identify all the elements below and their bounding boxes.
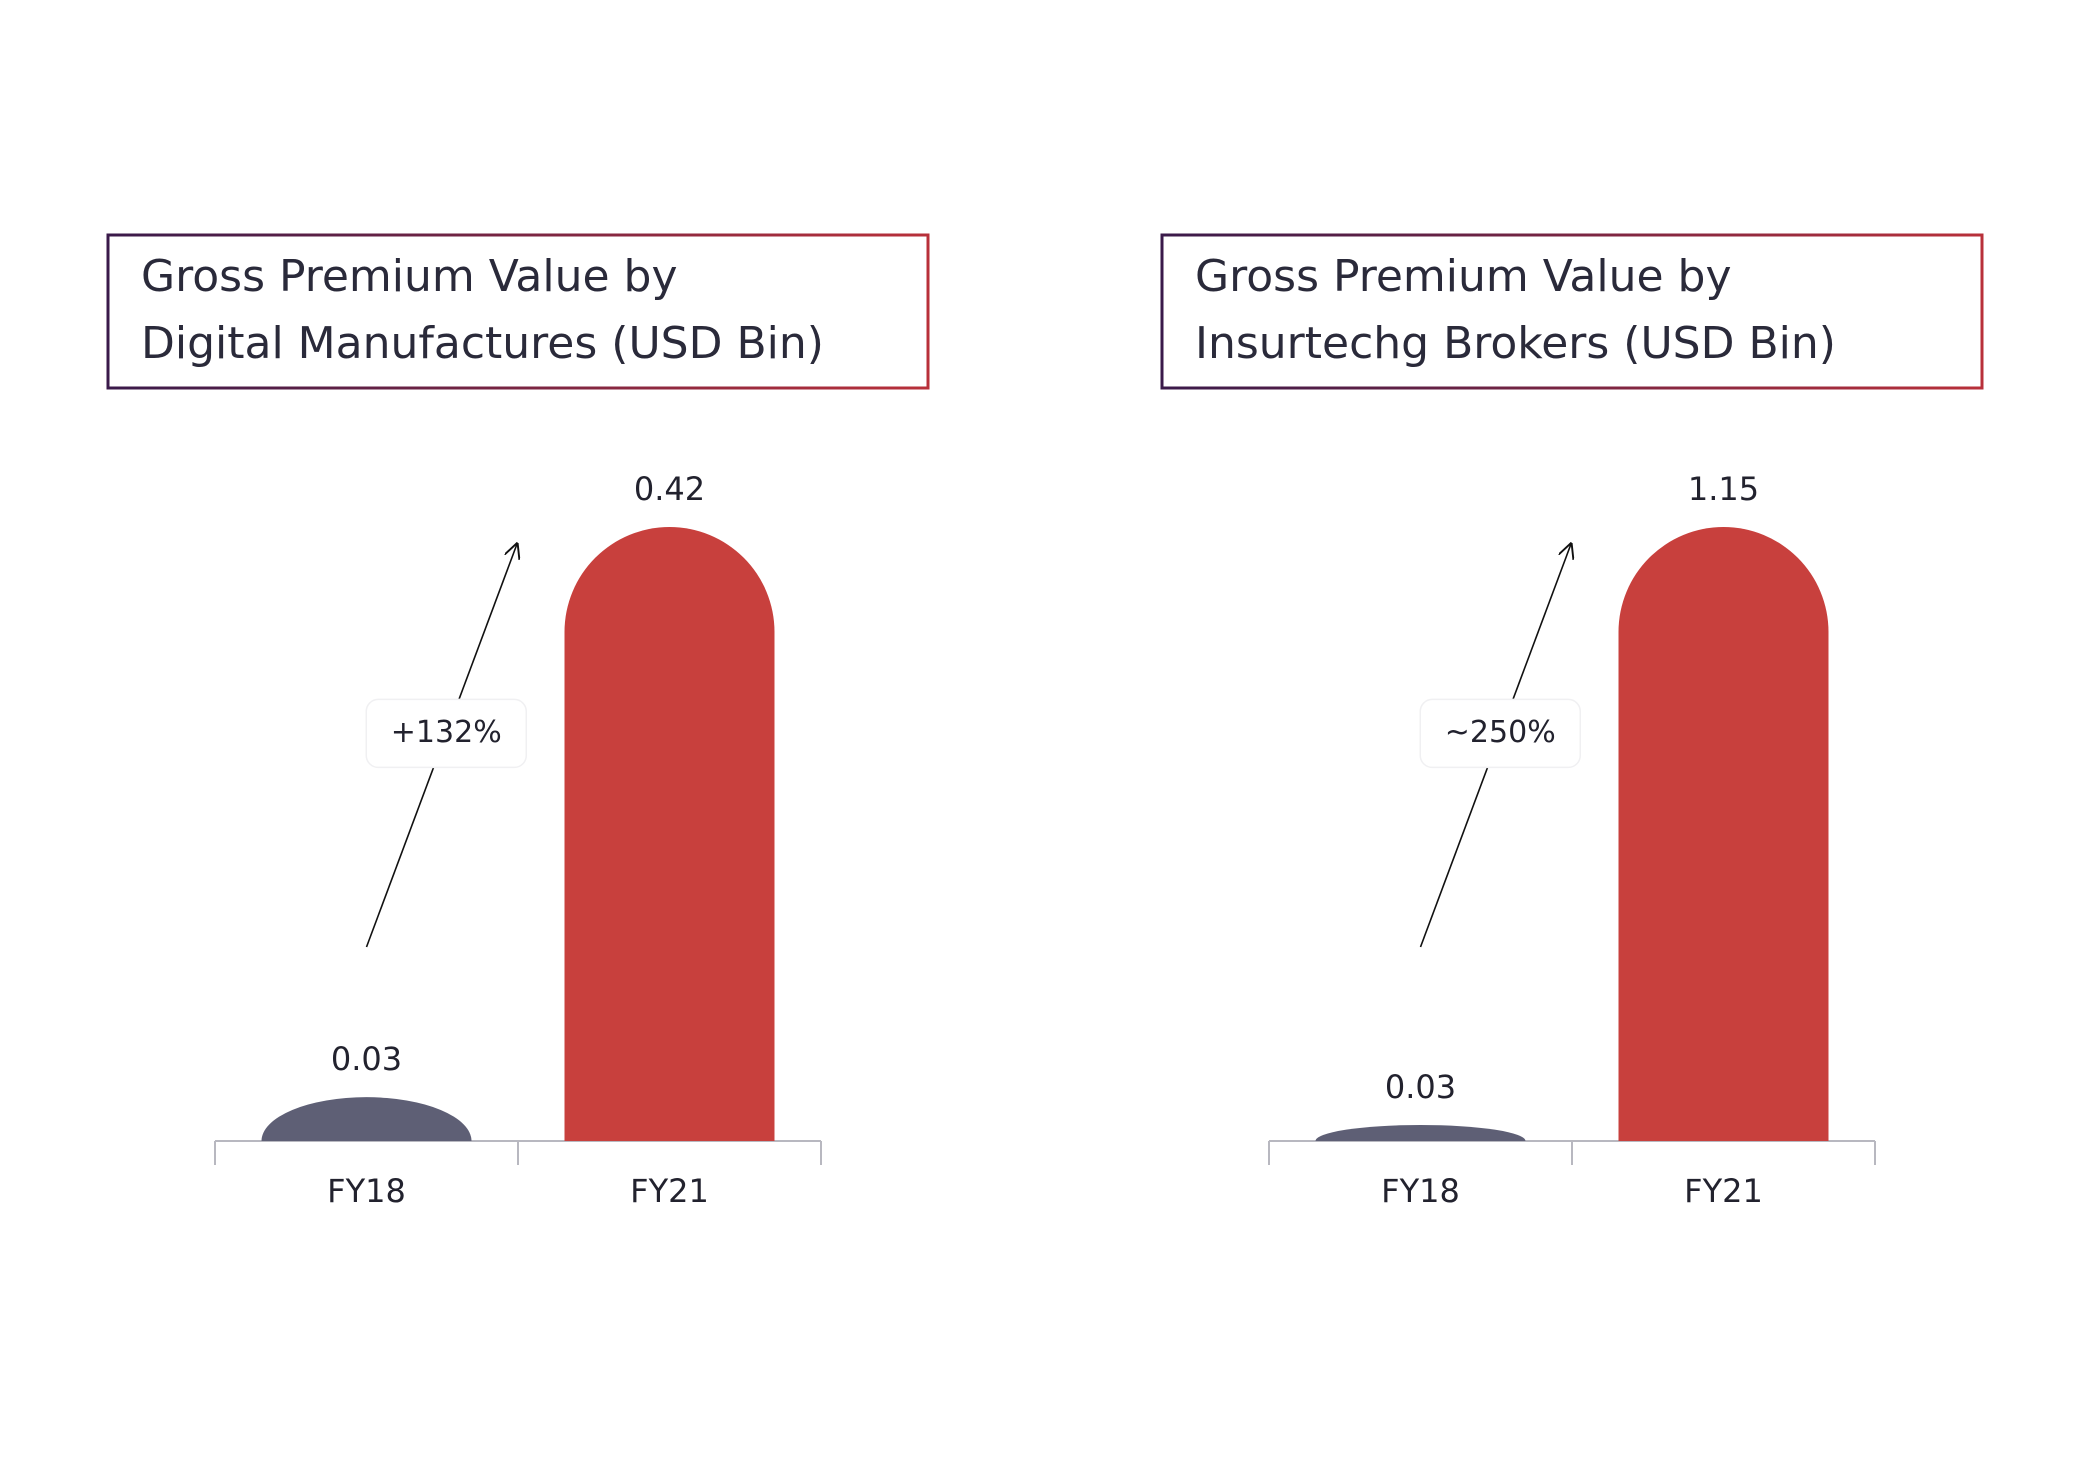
- value-label: 0.03: [1385, 1068, 1456, 1106]
- chart: Gross Premium Value by Insurtechg Brokers…: [1160, 233, 1984, 1210]
- x-tick-label: FY21: [1684, 1172, 1763, 1210]
- chart-title: Insurtechg Brokers (USD Bin): [1195, 318, 1836, 369]
- value-label: 0.03: [331, 1040, 402, 1078]
- bar: [1315, 1124, 1526, 1141]
- annotation: +132%: [391, 715, 502, 750]
- bar: [1618, 527, 1829, 1141]
- bar: [261, 1097, 472, 1141]
- annotation-box: [365, 698, 528, 769]
- value-label: 1.15: [1688, 470, 1759, 508]
- chart: Gross Premium Value by Digital Manufactur…: [106, 233, 930, 1210]
- chart-title: Gross Premium Value by: [141, 251, 678, 302]
- title-frame: [106, 233, 930, 390]
- value-label: 0.42: [634, 470, 705, 508]
- x-tick-label: FY21: [630, 1172, 709, 1210]
- x-tick-label: FY18: [1381, 1172, 1460, 1210]
- chart-title: Digital Manufactures (USD Bin): [141, 318, 824, 369]
- annotation-box: [1419, 698, 1582, 769]
- bar: [564, 527, 775, 1141]
- x-tick-label: FY18: [327, 1172, 406, 1210]
- annotation: ~250%: [1445, 715, 1556, 750]
- chart-title: Gross Premium Value by: [1195, 251, 1732, 302]
- title-frame: [1160, 233, 1984, 390]
